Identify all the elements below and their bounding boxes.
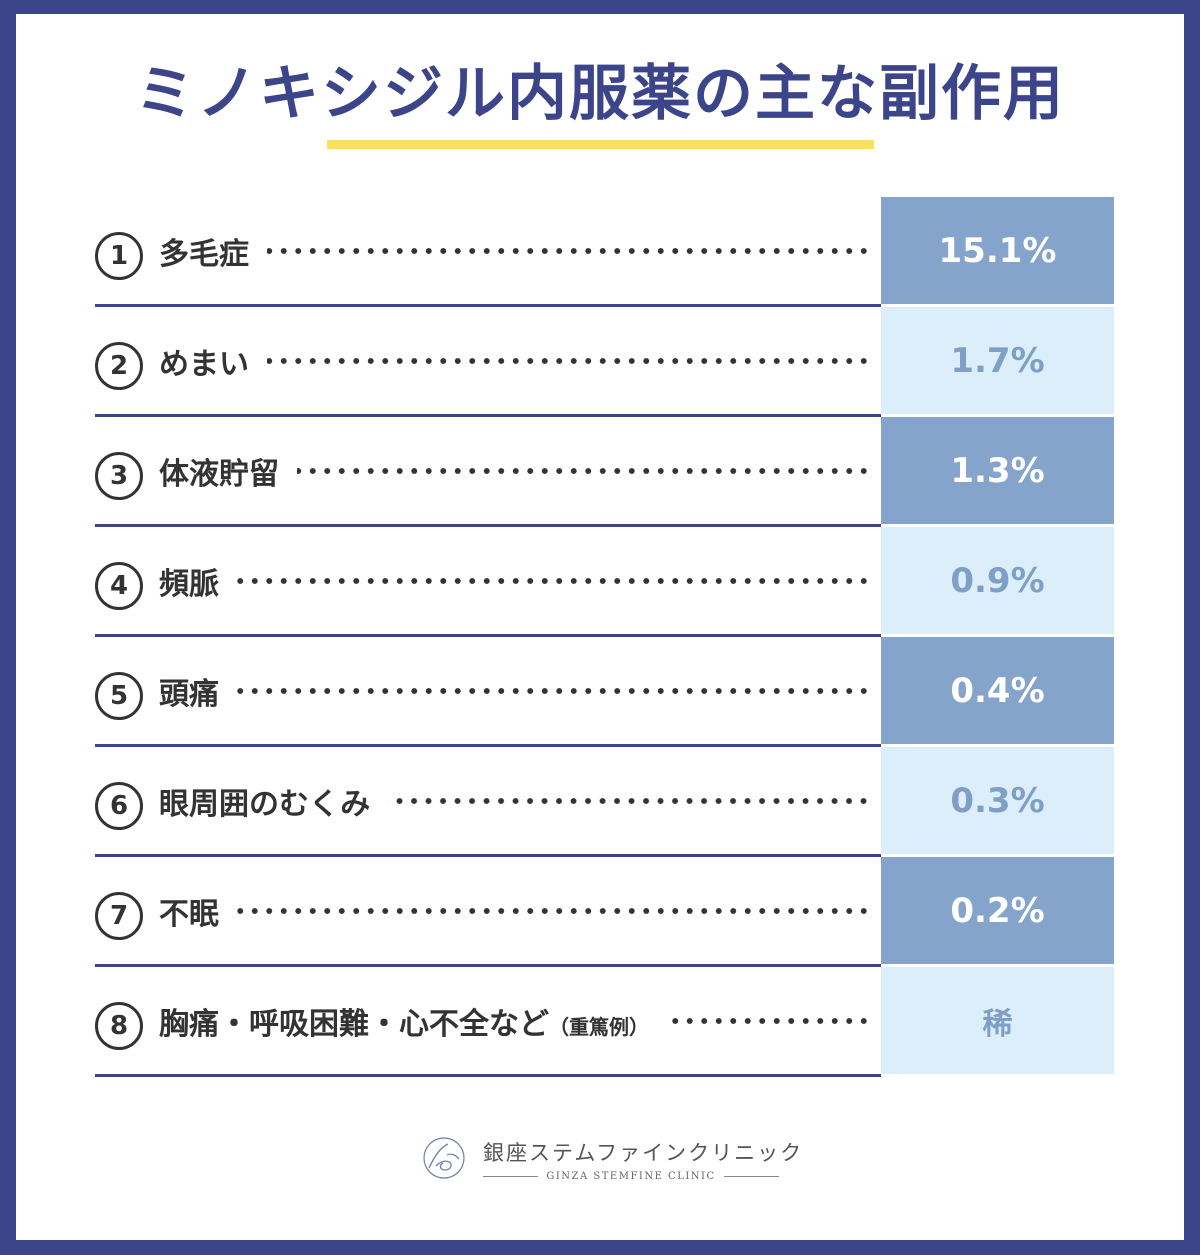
item-value: 1.3% <box>881 417 1114 524</box>
item-label: 頻脈 <box>159 566 219 602</box>
clinic-logo: 銀座ステムファインクリニック GINZA STEMFINE CLINIC <box>421 1135 801 1191</box>
dot-leader <box>237 577 871 584</box>
list-item: 3 体液貯留 1.3% <box>95 417 1114 527</box>
list-item: 8 胸痛・呼吸困難・心不全など（重篤例） 稀 <box>95 967 1114 1077</box>
row-divider <box>95 1074 881 1077</box>
item-number: 5 <box>95 672 143 720</box>
row-divider <box>95 744 881 747</box>
logo-rule-left <box>483 1176 539 1177</box>
item-value: 15.1% <box>881 197 1114 304</box>
dot-leader <box>388 797 871 804</box>
list-item: 5 頭痛 0.4% <box>95 637 1114 747</box>
dot-leader <box>267 247 871 254</box>
row-divider <box>95 634 881 637</box>
clinic-logo-mark-icon <box>423 1137 465 1179</box>
list-item: 7 不眠 0.2% <box>95 857 1114 967</box>
item-value: 稀 <box>881 967 1114 1074</box>
item-note: （重篤例） <box>549 1014 649 1039</box>
row-divider <box>95 524 881 527</box>
item-number: 8 <box>95 1002 143 1050</box>
item-value: 1.7% <box>881 307 1114 414</box>
dot-leader <box>667 1017 871 1024</box>
title-underline <box>327 140 874 149</box>
dot-leader <box>297 467 871 474</box>
item-label: 胸痛・呼吸困難・心不全など（重篤例） <box>159 1006 649 1042</box>
logo-rule-right <box>723 1176 779 1177</box>
item-value: 0.4% <box>881 637 1114 744</box>
side-effect-list: 1 多毛症 15.1% 2 めまい 1.7% 3 体液貯留 1.3% <box>95 197 1114 1077</box>
content-card: ミノキシジル内服薬の主な副作用 1 多毛症 15.1% 2 めまい 1.7% 3… <box>16 14 1184 1240</box>
item-number: 2 <box>95 342 143 390</box>
item-value: 0.3% <box>881 747 1114 854</box>
item-number: 1 <box>95 232 143 280</box>
item-label: 体液貯留 <box>159 456 279 492</box>
row-divider <box>95 414 881 417</box>
dot-leader <box>267 357 871 364</box>
row-divider <box>95 854 881 857</box>
item-number: 6 <box>95 782 143 830</box>
list-item: 1 多毛症 15.1% <box>95 197 1114 307</box>
page-title: ミノキシジル内服薬の主な副作用 <box>135 59 1065 129</box>
list-item: 4 頻脈 0.9% <box>95 527 1114 637</box>
list-item: 2 めまい 1.7% <box>95 307 1114 417</box>
row-divider <box>95 304 881 307</box>
item-label: 不眠 <box>159 896 219 932</box>
item-label: 眼周囲のむくみ <box>159 786 371 822</box>
clinic-name-en: GINZA STEMFINE CLINIC <box>546 1171 716 1182</box>
item-number: 4 <box>95 562 143 610</box>
item-value: 0.9% <box>881 527 1114 634</box>
list-item: 6 眼周囲のむくみ 0.3% <box>95 747 1114 857</box>
item-label: 頭痛 <box>159 676 219 712</box>
item-value: 0.2% <box>881 857 1114 964</box>
clinic-name-jp: 銀座ステムファインクリニック <box>483 1141 804 1165</box>
item-label: めまい <box>159 346 249 382</box>
dot-leader <box>237 687 871 694</box>
dot-leader <box>237 907 871 914</box>
item-label: 多毛症 <box>159 236 249 272</box>
item-number: 7 <box>95 892 143 940</box>
item-number: 3 <box>95 452 143 500</box>
row-divider <box>95 964 881 967</box>
